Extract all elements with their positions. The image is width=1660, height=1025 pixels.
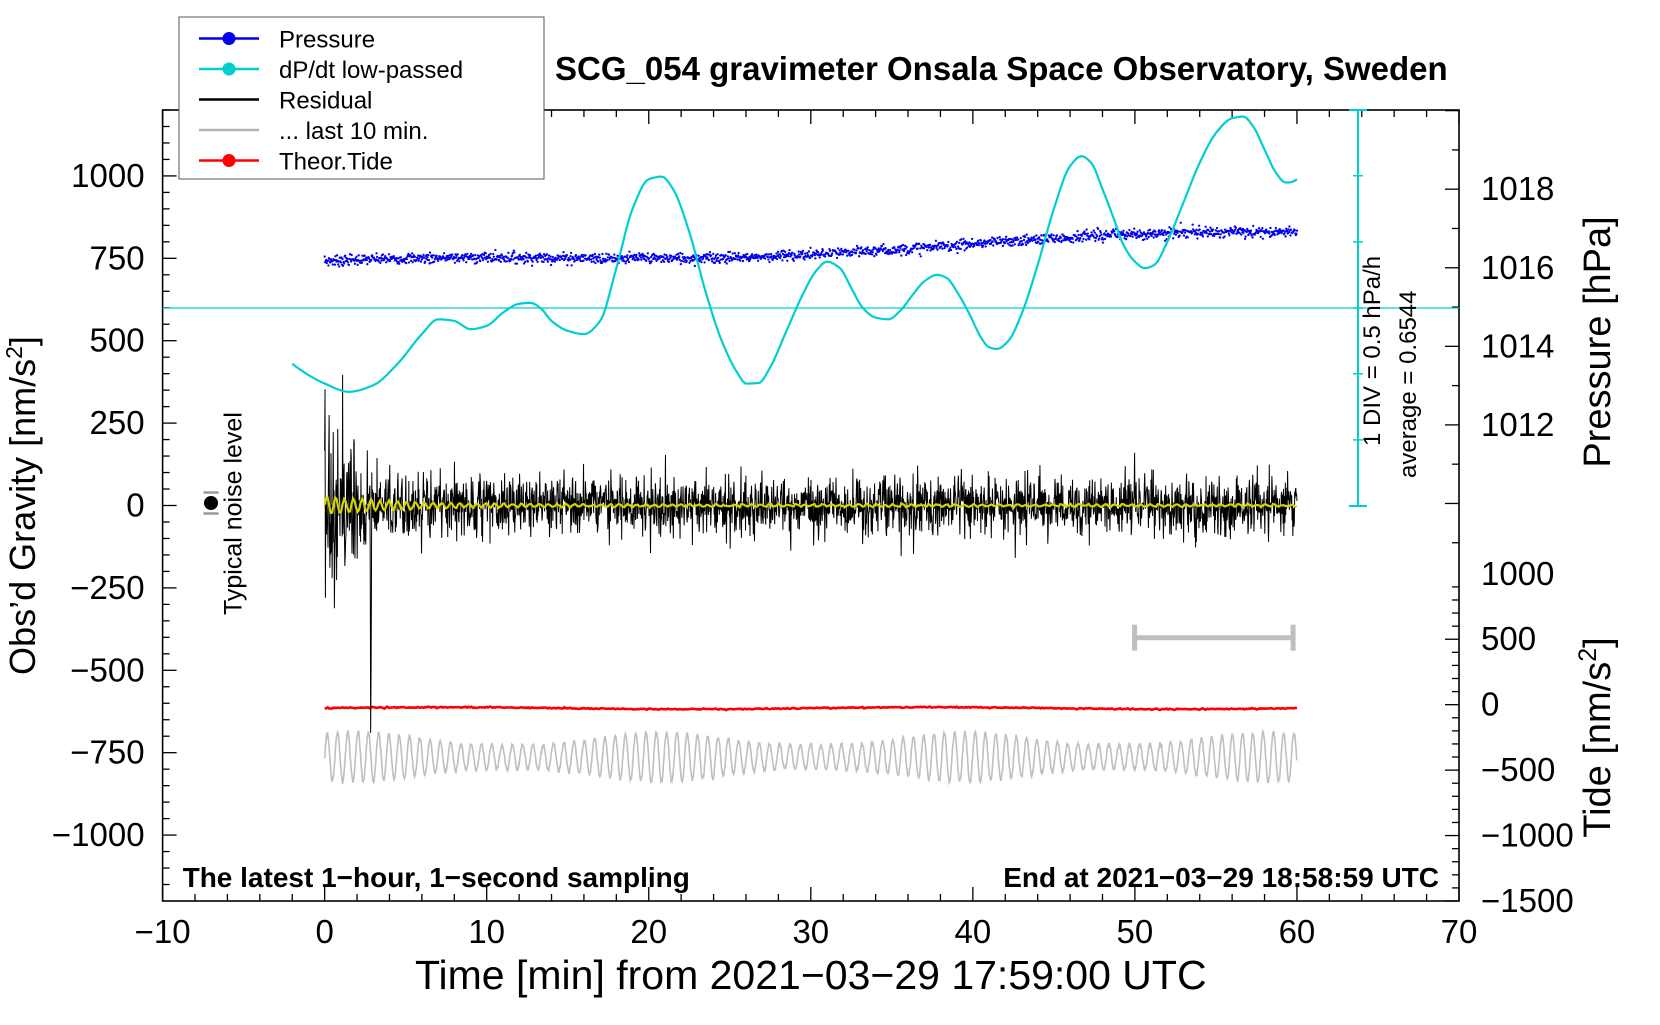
svg-text:−1500: −1500 <box>1481 882 1574 919</box>
svg-text:70: 70 <box>1441 913 1478 950</box>
svg-text:500: 500 <box>1481 620 1536 657</box>
svg-text:Typical noise level: Typical noise level <box>220 412 248 615</box>
svg-text:End at 2021−03−29 18:58:59 UTC: End at 2021−03−29 18:58:59 UTC <box>1003 862 1439 893</box>
svg-text:Obs’d Gravity [nm/s2]: Obs’d Gravity [nm/s2] <box>1 336 43 675</box>
svg-text:1014: 1014 <box>1481 327 1554 364</box>
svg-text:50: 50 <box>1117 913 1154 950</box>
svg-text:1018: 1018 <box>1481 170 1554 207</box>
svg-text:0: 0 <box>126 487 144 524</box>
svg-text:40: 40 <box>954 913 991 950</box>
svg-text:1000: 1000 <box>1481 555 1554 592</box>
svg-text:−500: −500 <box>70 651 144 688</box>
svg-text:dP/dt low-passed: dP/dt low-passed <box>279 57 463 84</box>
svg-text:Tide [nm/s2]: Tide [nm/s2] <box>1574 637 1619 837</box>
svg-text:750: 750 <box>90 239 145 276</box>
svg-text:SCG_054 gravimeter Onsala Spac: SCG_054 gravimeter Onsala Space Observat… <box>555 50 1448 87</box>
svg-text:20: 20 <box>630 913 667 950</box>
svg-text:60: 60 <box>1279 913 1316 950</box>
svg-text:−750: −750 <box>70 734 144 771</box>
svg-text:Theor.Tide: Theor.Tide <box>279 149 393 176</box>
svg-text:Pressure [hPa]: Pressure [hPa] <box>1577 216 1619 467</box>
svg-text:−250: −250 <box>70 569 144 606</box>
svg-text:1 DIV = 0.5 hPa/h: 1 DIV = 0.5 hPa/h <box>1359 256 1386 446</box>
svg-text:−500: −500 <box>1481 751 1555 788</box>
svg-text:500: 500 <box>90 322 145 359</box>
svg-text:average = 0.6544: average = 0.6544 <box>1395 291 1422 479</box>
svg-text:−1000: −1000 <box>52 816 145 853</box>
svg-text:0: 0 <box>315 913 333 950</box>
svg-text:250: 250 <box>90 404 145 441</box>
svg-text:−10: −10 <box>135 913 191 950</box>
svg-text:Residual: Residual <box>279 88 372 115</box>
svg-text:Time [min] from 2021−03−29 17:: Time [min] from 2021−03−29 17:59:00 UTC <box>415 952 1207 998</box>
svg-text:10: 10 <box>468 913 505 950</box>
svg-text:... last 10 min.: ... last 10 min. <box>279 118 428 145</box>
svg-text:−1000: −1000 <box>1481 817 1574 854</box>
svg-text:1016: 1016 <box>1481 249 1554 286</box>
svg-text:1012: 1012 <box>1481 406 1554 443</box>
svg-text:The latest 1−hour, 1−second sa: The latest 1−hour, 1−second sampling <box>183 862 690 893</box>
svg-text:0: 0 <box>1481 686 1499 723</box>
svg-text:30: 30 <box>792 913 829 950</box>
svg-text:1000: 1000 <box>71 157 144 194</box>
svg-text:Pressure: Pressure <box>279 27 375 54</box>
